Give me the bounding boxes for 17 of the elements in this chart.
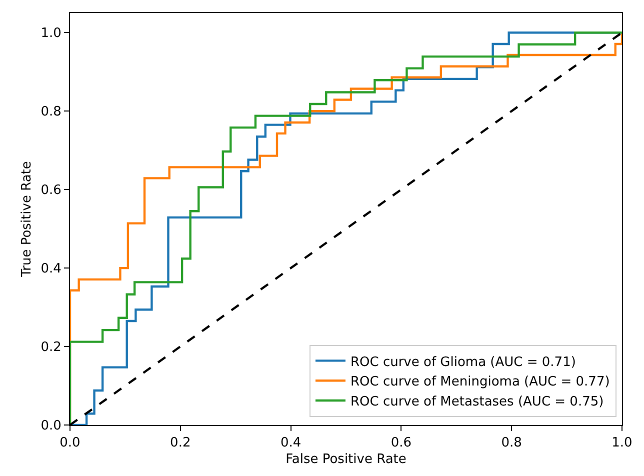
y-tick-label: 0.6	[40, 183, 62, 198]
y-tick-label: 0.0	[40, 418, 62, 434]
x-axis-title: False Positive Rate	[286, 452, 406, 468]
x-tick-label: 0.8	[501, 436, 522, 451]
y-tick-label: 0.8	[40, 104, 62, 120]
legend-label: ROC curve of Metastases (AUC = 0.75)	[350, 394, 604, 410]
x-tick-label: 0.0	[60, 436, 80, 451]
x-tick-label: 0.6	[390, 436, 412, 451]
x-tick-label: 0.4	[280, 436, 302, 451]
x-tick-label: 0.2	[170, 436, 191, 451]
x-tick-label: 1.0	[612, 436, 632, 451]
y-axis-title: True Positive Rate	[20, 161, 35, 278]
y-tick-label: 0.4	[40, 262, 62, 277]
legend-label: ROC curve of Meningioma (AUC = 0.77)	[350, 374, 610, 390]
y-tick-label: 0.2	[40, 340, 62, 356]
y-tick-label: 1.0	[40, 26, 62, 42]
legend-label: ROC curve of Glioma (AUC = 0.71)	[350, 354, 576, 370]
